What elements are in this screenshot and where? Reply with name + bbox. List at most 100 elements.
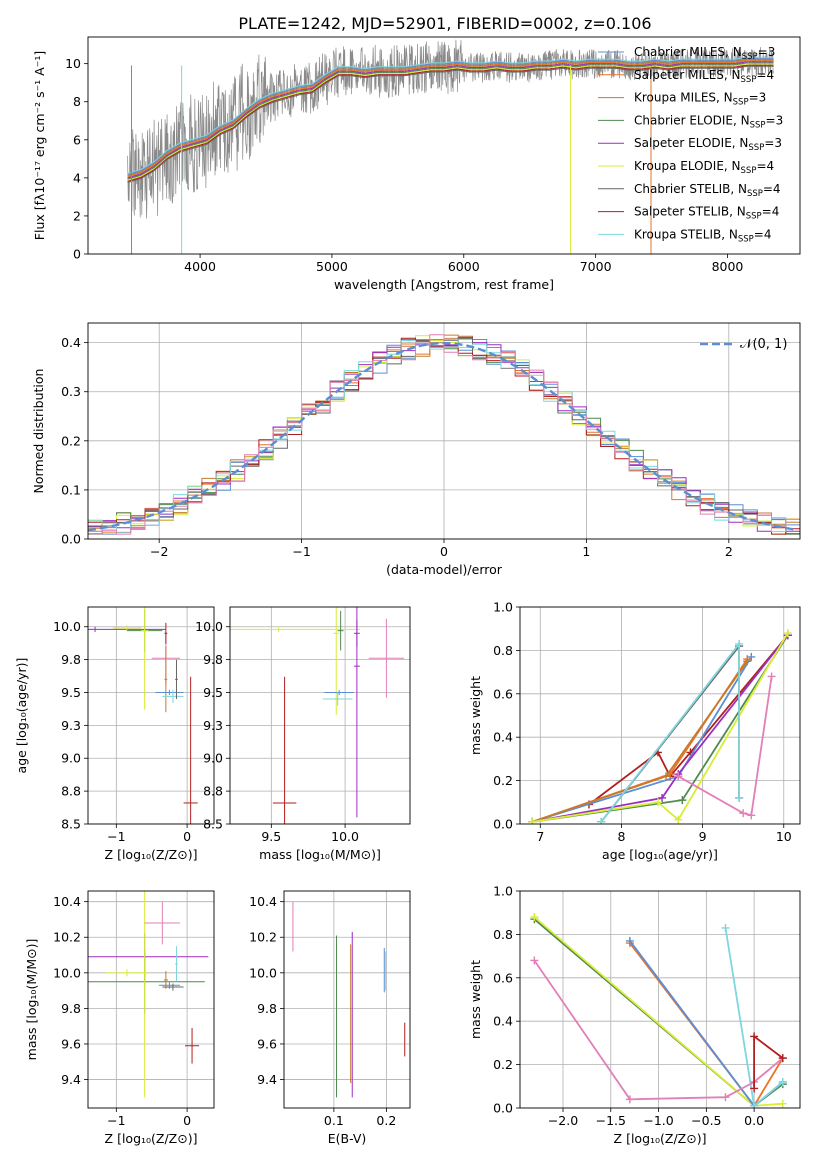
y-axis-label: mass weight bbox=[468, 960, 483, 1039]
y-tick-label: 0.0 bbox=[493, 1101, 513, 1116]
mass-weight-series-line bbox=[532, 634, 789, 823]
legend-label: Chabrier MILES, NSSP=3 bbox=[634, 45, 775, 62]
x-tick-label: −2 bbox=[150, 544, 168, 559]
y-tick-label: 4 bbox=[73, 170, 81, 185]
plot-area bbox=[230, 607, 410, 824]
y-tick-label: 8.8 bbox=[203, 784, 223, 799]
plus-marker bbox=[750, 1032, 759, 1041]
plot-area bbox=[284, 891, 410, 1108]
x-tick-label: 0 bbox=[183, 829, 191, 844]
axes-frame bbox=[87, 606, 215, 825]
x-tick-label: 0.2 bbox=[376, 1113, 396, 1128]
mass-weight-vs-metallicity-plot: −2.0 −1.5 −1.0 −0.5 0.0 0.0 0.2 0.4 0.6 0.8 1.0 Z [… bbox=[468, 884, 801, 1146]
y-tick-label: 10.2 bbox=[53, 930, 81, 945]
y-tick-label: 0.4 bbox=[493, 1014, 513, 1029]
x-tick-label: −1 bbox=[292, 544, 310, 559]
y-tick-label: 9.6 bbox=[61, 1036, 81, 1051]
x-tick-label: 9 bbox=[699, 829, 707, 844]
legend-label: Salpeter ELODIE, NSSP=3 bbox=[634, 136, 782, 153]
plot-area bbox=[520, 607, 800, 824]
y-tick-label: 0.0 bbox=[493, 817, 513, 832]
plus-marker bbox=[528, 817, 537, 824]
plus-marker bbox=[735, 639, 744, 648]
y-axis-label: mass [log₁₀(M/M⊙)] bbox=[24, 939, 39, 1061]
y-tick-label: 0.1 bbox=[61, 482, 81, 497]
x-axis-label: (data-model)/error bbox=[386, 562, 503, 577]
legend-label: Kroupa ELODIE, NSSP=4 bbox=[634, 159, 774, 176]
y-tick-label: 0.3 bbox=[61, 384, 81, 399]
axes-frame bbox=[283, 890, 411, 1109]
y-tick-label: 6 bbox=[73, 132, 81, 147]
legend-label: 𝒩(0, 1) bbox=[740, 337, 787, 352]
y-tick-label: 10.0 bbox=[53, 965, 81, 980]
y-tick-label: 9.0 bbox=[61, 751, 81, 766]
axes-frame bbox=[229, 606, 411, 825]
axes-frame bbox=[519, 890, 801, 1109]
y-axis-label: mass weight bbox=[468, 676, 483, 755]
y-tick-label: 9.8 bbox=[257, 1001, 277, 1016]
x-tick-label: 8000 bbox=[712, 259, 744, 274]
age-vs-mass-plot: 9.5 10.0 8.5 8.8 9.0 9.3 9.5 9.8 10.0 mass [log₁₀… bbox=[195, 606, 411, 862]
y-axis-label: age [log₁₀(age/yr)] bbox=[14, 658, 29, 774]
plus-marker bbox=[625, 1095, 634, 1104]
x-axis-label: age [log₁₀(age/yr)] bbox=[602, 847, 718, 862]
x-axis-label: wavelength [Angstrom, rest frame] bbox=[334, 277, 554, 292]
y-tick-label: 9.0 bbox=[203, 751, 223, 766]
legend-label: Chabrier ELODIE, NSSP=3 bbox=[634, 113, 783, 130]
x-axis-label: Z [log₁₀(Z/Z⊙)] bbox=[614, 1131, 707, 1146]
x-tick-label: 0.1 bbox=[324, 1113, 344, 1128]
axes-frame bbox=[87, 36, 801, 255]
y-tick-label: 0.4 bbox=[493, 730, 513, 745]
x-tick-label: 6000 bbox=[448, 259, 480, 274]
plus-marker bbox=[530, 956, 539, 965]
x-tick-label: 8 bbox=[617, 829, 625, 844]
x-axis-label: Z [log₁₀(Z/Z⊙)] bbox=[105, 1131, 198, 1146]
y-tick-label: 0.6 bbox=[493, 970, 513, 985]
legend-label: Salpeter MILES, NSSP=4 bbox=[634, 68, 774, 85]
y-tick-label: 10.0 bbox=[53, 619, 81, 634]
spectrum-legend: Chabrier MILES, NSSP=3 Salpeter MILES, NS… bbox=[598, 45, 783, 244]
plus-marker bbox=[747, 652, 756, 661]
mass-weight-series-line bbox=[588, 634, 789, 806]
plus-marker bbox=[530, 913, 539, 922]
plot-area bbox=[520, 891, 800, 1108]
plus-marker bbox=[778, 1054, 787, 1063]
x-tick-label: 7000 bbox=[580, 259, 612, 274]
x-tick-label: 5000 bbox=[316, 259, 348, 274]
axes-frame bbox=[87, 322, 801, 540]
normal-distribution-curve bbox=[88, 342, 798, 532]
y-tick-label: 10 bbox=[65, 56, 81, 71]
plus-marker bbox=[743, 657, 752, 666]
plot-area bbox=[88, 891, 214, 1108]
plot-area bbox=[127, 39, 774, 254]
legend-label: Kroupa MILES, NSSP=3 bbox=[634, 91, 766, 108]
plus-marker bbox=[674, 815, 683, 824]
plus-marker bbox=[778, 1077, 787, 1086]
age-vs-metallicity-plot: −1 0 8.5 8.8 9.0 9.3 9.5 9.8 10.0 Z [log₁₀(Z/Z⊙)]… bbox=[14, 606, 215, 862]
plot-area bbox=[88, 323, 800, 539]
y-tick-label: 0.8 bbox=[493, 643, 513, 658]
x-tick-label: −1 bbox=[107, 1113, 125, 1128]
y-tick-label: 8.5 bbox=[203, 817, 223, 832]
mass-vs-extinction-plot: 0.1 0.2 9.4 9.6 9.8 10.0 10.2 10.4 E(B-V) bbox=[249, 890, 411, 1146]
y-tick-label: 9.8 bbox=[203, 652, 223, 667]
y-tick-label: 0.2 bbox=[493, 1057, 513, 1072]
mass-vs-metallicity-plot: −1 0 9.4 9.6 9.8 10.0 10.2 10.4 Z [log₁₀(Z/Z⊙)] m… bbox=[24, 890, 215, 1146]
mass-weight-series-line bbox=[531, 656, 753, 823]
y-tick-label: 2 bbox=[73, 208, 81, 223]
mass-weight-series-line bbox=[600, 641, 740, 823]
x-tick-label: −1.5 bbox=[596, 1113, 626, 1128]
y-tick-label: 10.0 bbox=[195, 619, 223, 634]
model-line-kroupa-elodie bbox=[127, 63, 774, 181]
model-line-kroupa-miles bbox=[127, 59, 774, 177]
x-tick-label: 0 bbox=[183, 1113, 191, 1128]
plus-marker bbox=[678, 796, 687, 805]
axes-frame bbox=[87, 890, 215, 1109]
y-tick-label: 9.5 bbox=[203, 685, 223, 700]
y-tick-label: 9.5 bbox=[61, 685, 81, 700]
model-line-salpeter-elodie bbox=[127, 61, 774, 179]
model-line-chabrier-elodie bbox=[127, 62, 774, 180]
plus-marker bbox=[721, 923, 730, 932]
y-tick-label: 8.8 bbox=[61, 784, 81, 799]
